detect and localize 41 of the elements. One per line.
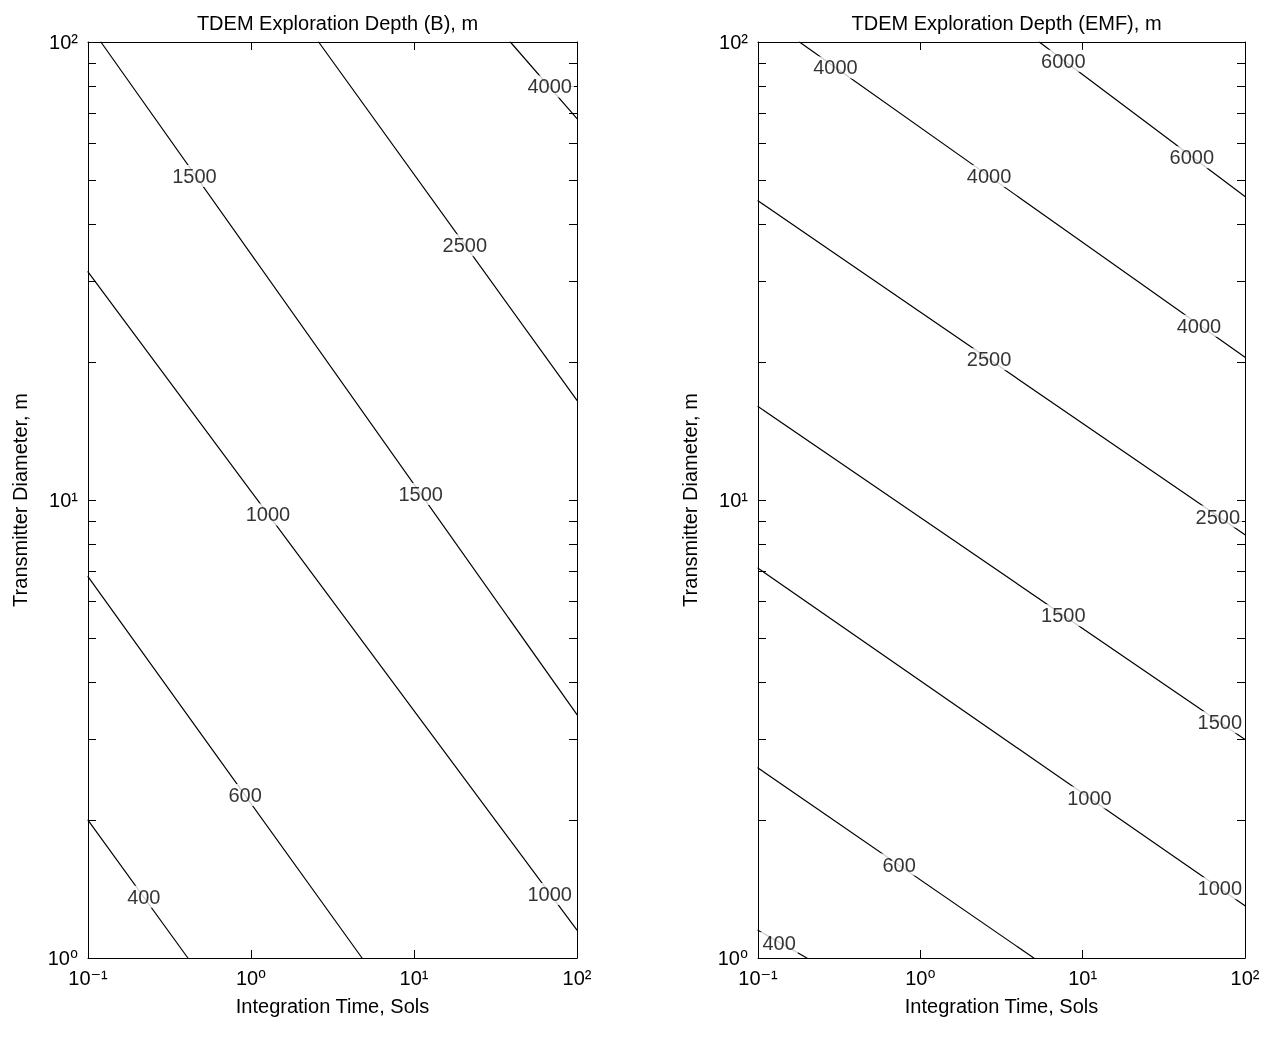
annotation: 600 (882, 853, 916, 876)
x-tick-label: 10⁰ (235, 967, 267, 989)
annotation: 400 (762, 931, 796, 954)
annotation: 1000 (245, 503, 291, 526)
annotation: 1000 (1067, 786, 1112, 809)
annotation: 6000 (1041, 49, 1086, 72)
annotation: 6000 (1169, 146, 1215, 169)
annotation: 1500 (172, 164, 217, 187)
y-tick-label: 10⁰ (47, 947, 78, 969)
x-tick-label: 10² (562, 967, 592, 989)
y-tick-label: 10² (719, 31, 749, 53)
x-tick-label: 10⁻¹ (738, 967, 779, 989)
annotation: 1000 (1197, 877, 1243, 900)
annotation: 1000 (527, 882, 572, 905)
x-axis-title: Integration Time, Sols (904, 995, 1099, 1017)
chart-title: TDEM Exploration Depth (B), m (196, 12, 479, 34)
x-tick-label: 10¹ (399, 967, 429, 989)
y-axis-title: Transmitter Diameter, m (679, 393, 701, 607)
annotation: 4000 (1176, 314, 1222, 337)
x-tick-label: 10⁰ (905, 967, 936, 989)
x-axis-title: Integration Time, Sols (235, 995, 430, 1017)
annotation: 4000 (527, 75, 572, 98)
chart-title: TDEM Exploration Depth (EMF), m (851, 12, 1162, 34)
y-tick-label: 10⁰ (717, 947, 748, 969)
annotation: 600 (228, 783, 262, 806)
y-axis-title: Transmitter Diameter, m (9, 393, 31, 607)
y-tick-label: 10² (49, 31, 79, 53)
annotation: 1500 (398, 483, 443, 506)
annotation: 2500 (966, 348, 1012, 371)
annotation: 1500 (1041, 604, 1086, 627)
annotation: 2500 (1195, 505, 1241, 528)
annotation: 4000 (966, 164, 1012, 187)
y-tick-label: 10¹ (719, 489, 749, 511)
x-tick-label: 10¹ (1068, 967, 1098, 989)
y-tick-label: 10¹ (49, 489, 79, 511)
annotation: 2500 (442, 234, 488, 257)
x-tick-label: 10² (1230, 967, 1260, 989)
annotation: 4000 (813, 56, 858, 79)
x-tick-label: 10⁻¹ (68, 967, 109, 989)
annotation: 400 (127, 885, 161, 908)
annotation: 1500 (1197, 711, 1243, 734)
